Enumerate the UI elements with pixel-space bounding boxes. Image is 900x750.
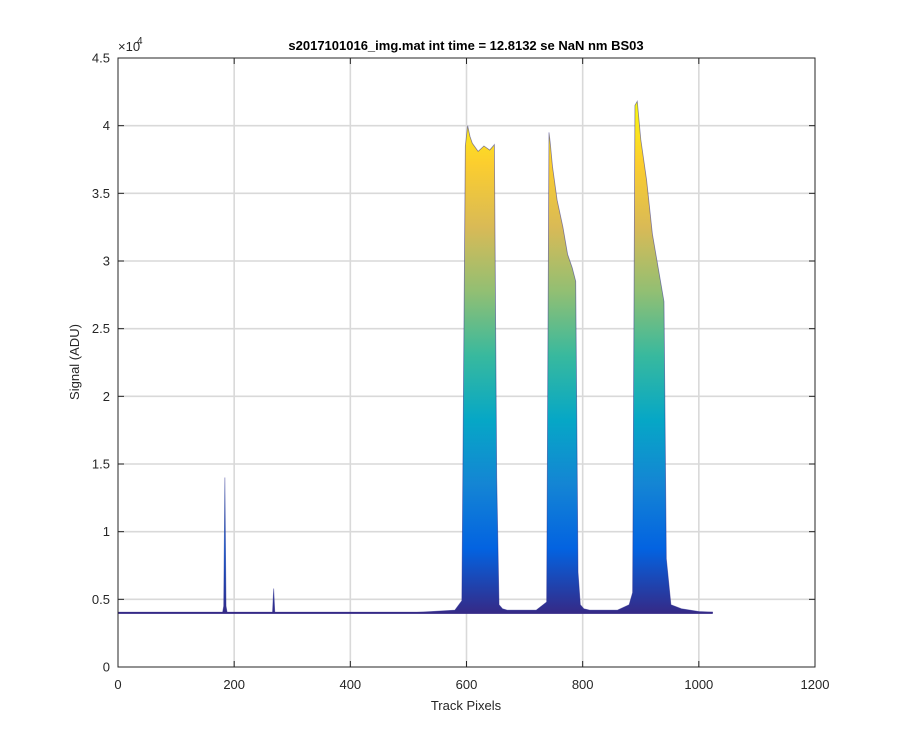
x-tick-label: 400 [339,677,361,692]
x-tick-labels: 0 200 400 600 800 1000 1200 [114,677,829,692]
y-tick-label: 3.5 [92,186,110,201]
y-tick-label: 0 [103,660,110,675]
y-exponent-label: ×10 4 [118,36,143,54]
y-tick-label: 1.5 [92,457,110,472]
y-exponent-base: ×10 [118,39,140,54]
y-tick-label: 4.5 [92,51,110,66]
x-tick-label: 1000 [684,677,713,692]
chart-title: s2017101016_img.mat int time = 12.8132 s… [288,38,643,53]
y-tick-label: 2.5 [92,321,110,336]
x-tick-label: 1200 [801,677,830,692]
y-exponent-power: 4 [137,36,143,47]
y-tick-labels: 0 0.5 1 1.5 2 2.5 3 3.5 4 4.5 [92,51,110,675]
data-layer [118,100,713,614]
signal-area-0 [118,101,713,613]
y-tick-label: 4 [103,118,110,133]
y-tick-label: 2 [103,389,110,404]
y-tick-label: 3 [103,254,110,269]
y-tick-label: 1 [103,524,110,539]
ticks [117,57,816,668]
x-tick-label: 0 [114,677,121,692]
y-axis-label: Signal (ADU) [67,324,82,400]
x-tick-label: 800 [572,677,594,692]
y-tick-label: 0.5 [92,592,110,607]
x-tick-label: 200 [223,677,245,692]
x-tick-label: 600 [456,677,478,692]
x-axis-label: Track Pixels [431,698,502,713]
